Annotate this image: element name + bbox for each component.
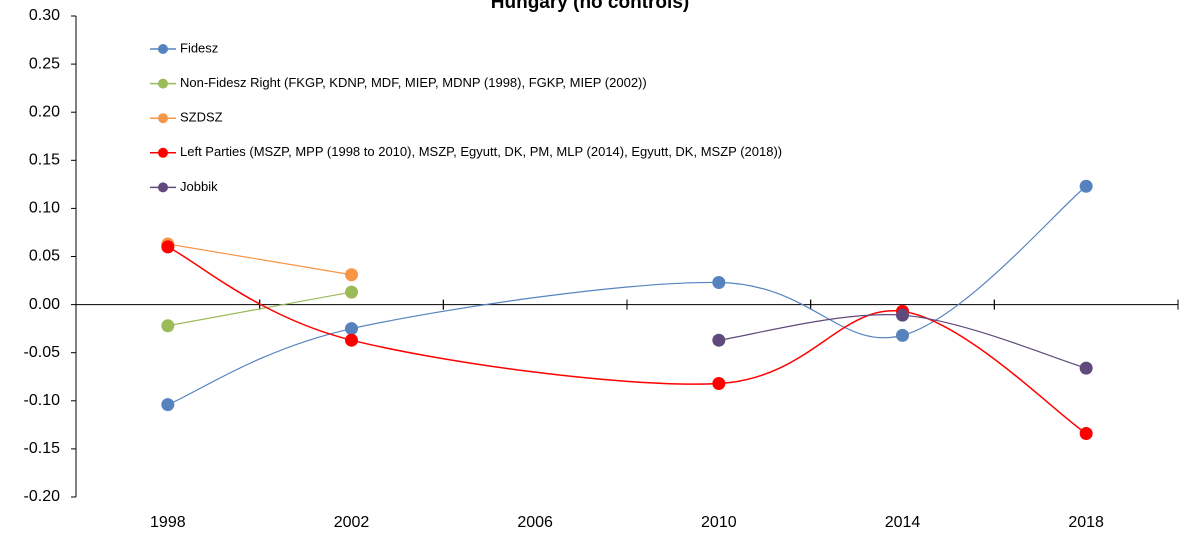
y-tick-label: -0.15	[24, 440, 61, 457]
legend-marker	[158, 78, 168, 89]
series-line	[167, 185, 1087, 406]
legend-label: SZDSZ	[180, 110, 223, 125]
point	[345, 285, 358, 299]
legend-marker	[158, 147, 168, 158]
x-tick-label: 2014	[885, 514, 921, 531]
y-tick-label: -0.20	[24, 488, 61, 505]
legend-marker	[158, 182, 168, 193]
point	[1079, 427, 1093, 441]
y-tick-label: -0.10	[24, 392, 61, 409]
point	[896, 308, 909, 322]
legend-marker	[158, 113, 168, 124]
point	[712, 376, 726, 390]
x-tick-label: 2002	[334, 514, 370, 531]
point	[1079, 361, 1093, 375]
y-tick-label: 0.25	[29, 55, 60, 72]
legend-label: Left Parties (MSZP, MPP (1998 to 2010), …	[180, 144, 782, 159]
x-tick-label: 2018	[1068, 514, 1104, 531]
point	[161, 319, 175, 333]
point	[345, 268, 358, 282]
series-line	[167, 291, 352, 327]
legend-label: Jobbik	[180, 179, 218, 194]
x-tick-label: 1998	[150, 514, 186, 531]
y-tick-label: 0.10	[29, 200, 60, 217]
x-tick-label: 2006	[517, 514, 553, 531]
legend-label: Non-Fidesz Right (FKGP, KDNP, MDF, MIEP,…	[180, 75, 647, 90]
series-line	[167, 246, 1087, 435]
point	[161, 240, 175, 254]
legend-label: Fidesz	[180, 40, 218, 55]
point	[345, 333, 358, 347]
point	[712, 275, 726, 289]
legend-marker	[158, 44, 168, 54]
y-tick-label: 0.00	[29, 296, 60, 313]
x-tick-label: 2010	[701, 514, 737, 531]
y-tick-label: 0.05	[29, 248, 60, 265]
series-line	[167, 243, 352, 276]
point	[1079, 179, 1093, 193]
y-tick-label: 0.15	[29, 152, 60, 169]
y-tick-label: 0.20	[29, 103, 60, 120]
point	[712, 333, 726, 347]
y-tick-label: -0.05	[24, 344, 61, 361]
point	[896, 328, 909, 342]
point	[345, 322, 358, 336]
chart-title: Hungary (no controls)	[491, 0, 689, 13]
point	[161, 398, 175, 412]
y-tick-label: 0.30	[29, 7, 60, 24]
